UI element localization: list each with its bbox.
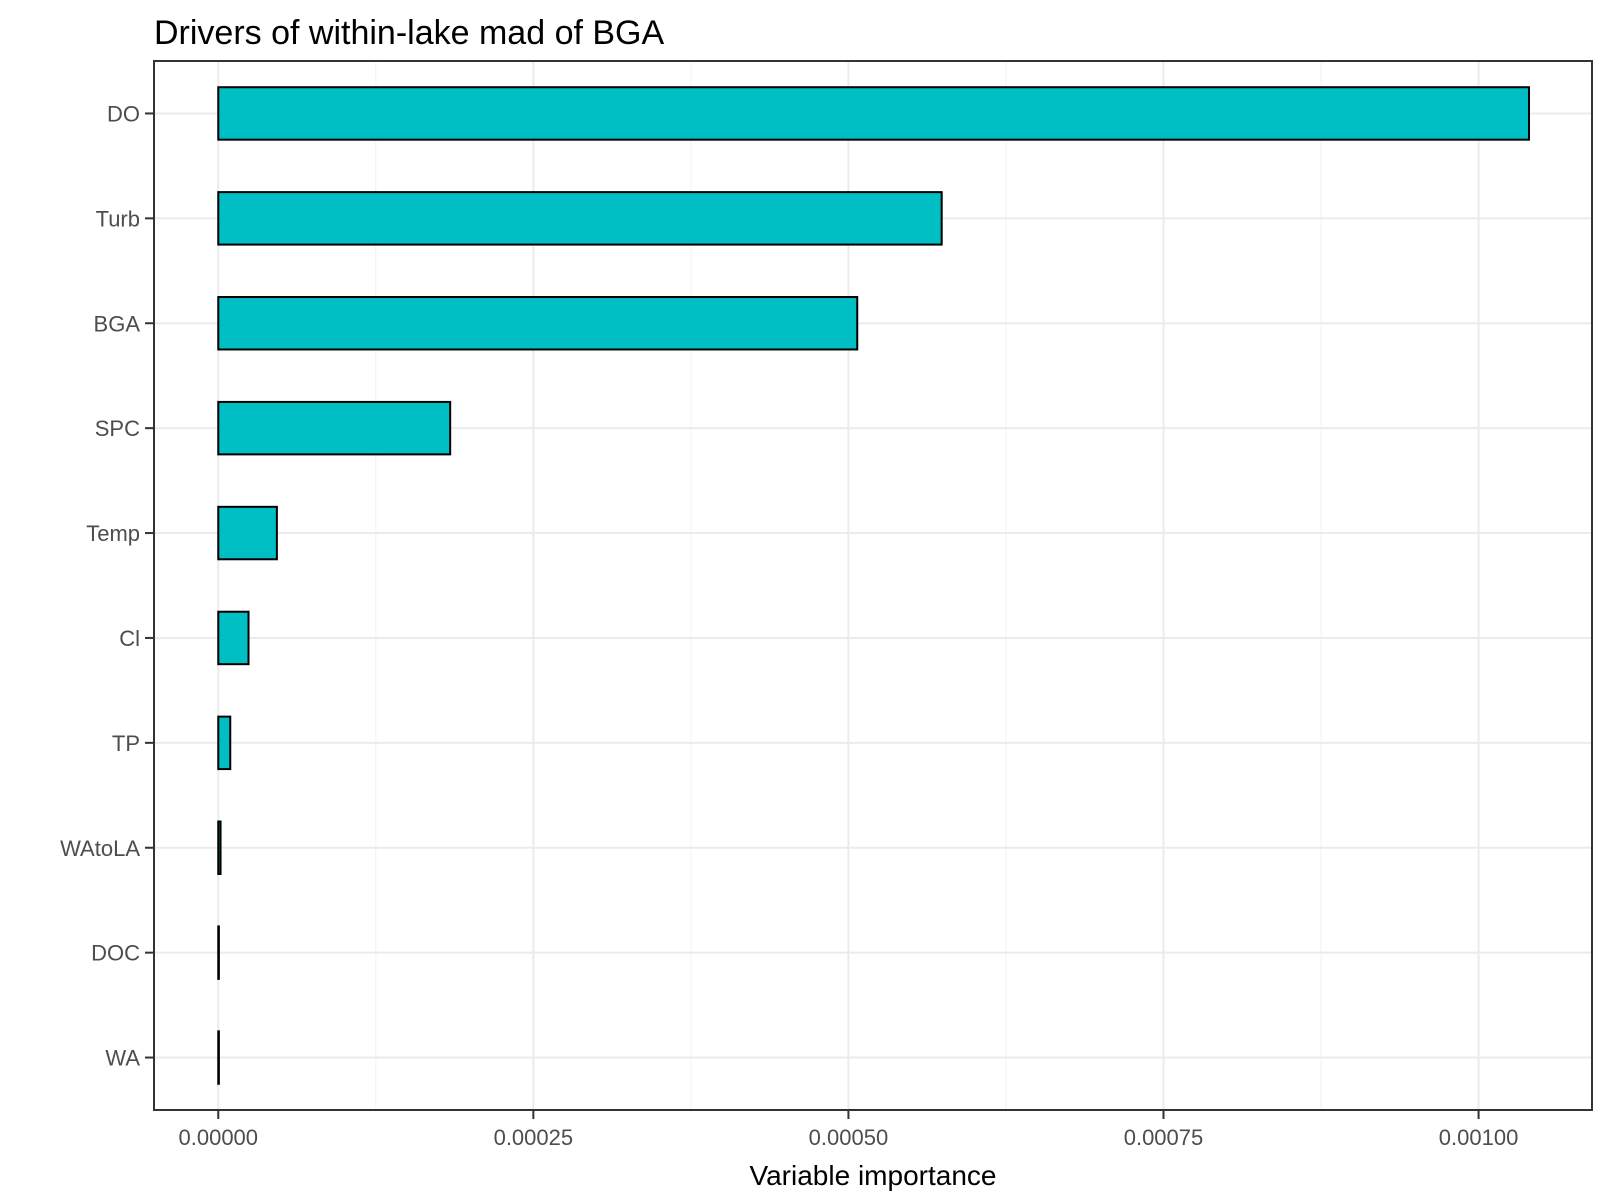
bar-watola (217, 820, 222, 875)
y-tick-label: Turb (96, 206, 140, 231)
x-tick-label: 0.00075 (1124, 1125, 1204, 1150)
bar-do (217, 86, 1530, 141)
x-tick-label: 0.00100 (1439, 1125, 1519, 1150)
y-tick-label: Cl (119, 626, 140, 651)
bar-doc (217, 925, 220, 980)
bar-spc (217, 400, 452, 456)
y-tick-label: WA (105, 1046, 140, 1071)
y-tick-label: DOC (91, 941, 140, 966)
plot-area: DO Turb BGA SPC Temp Cl TP WAtoLA DOC WA 0.00000 0.… (60, 60, 1593, 1150)
y-tick-label: WAtoLA (60, 836, 140, 861)
x-tick-label: 0.00000 (179, 1125, 259, 1150)
bar-bga (217, 296, 859, 351)
chart-title: Drivers of within-lake mad of BGA (154, 14, 664, 52)
x-tick-label: 0.00050 (809, 1125, 889, 1150)
y-tick-label: DO (107, 101, 140, 126)
bar-turb (217, 191, 943, 246)
x-tick-label: 0.00025 (494, 1125, 574, 1150)
bar-cl (217, 610, 250, 666)
bar-tp (217, 715, 232, 771)
y-tick-label: TP (112, 731, 140, 756)
bar-temp (217, 505, 278, 561)
bar-wa (217, 1030, 220, 1085)
panel-border (153, 60, 1593, 1111)
y-tick-label: BGA (94, 311, 141, 336)
y-tick-label: Temp (86, 521, 140, 546)
x-axis-title: Variable importance (750, 1160, 997, 1191)
y-tick-label: SPC (95, 416, 140, 441)
